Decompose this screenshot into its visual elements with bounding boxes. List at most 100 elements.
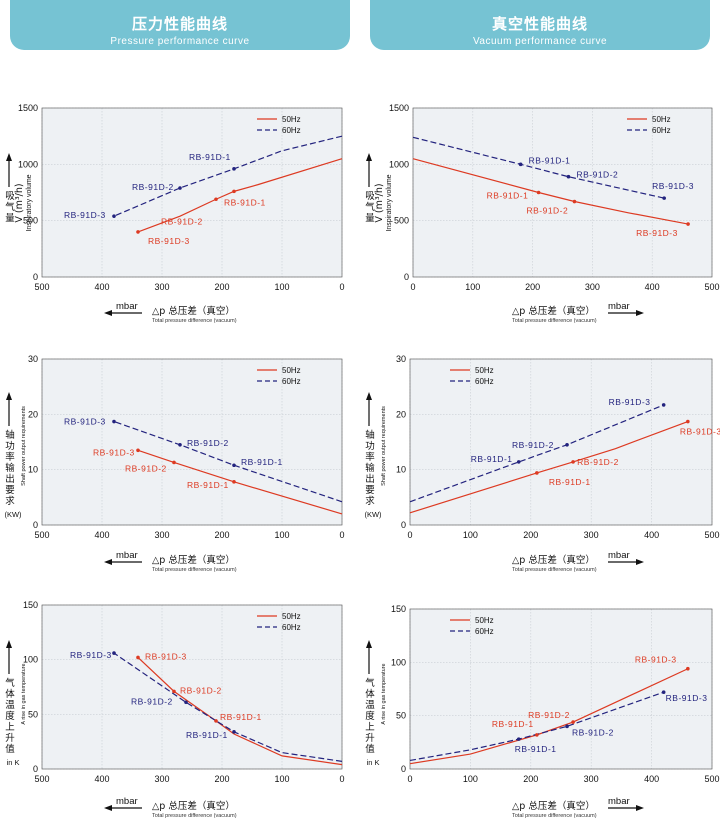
x-tick-label: 300 — [154, 530, 169, 540]
x-axis-unit: mbar — [608, 550, 630, 561]
legend-label: 60Hz — [652, 126, 671, 135]
x-tick-label: 200 — [523, 774, 538, 784]
plot-frame — [41, 358, 343, 526]
x-tick-label: 500 — [34, 530, 49, 540]
x-axis-arrowhead — [104, 310, 112, 316]
x-axis-label-en: Total pressure difference (vacuum) — [152, 318, 237, 324]
x-axis-unit: mbar — [608, 796, 630, 807]
data-point — [535, 471, 539, 475]
data-point — [136, 655, 140, 660]
x-tick-label: 0 — [407, 530, 412, 540]
data-label: RB-91D-1 — [487, 191, 529, 201]
y-axis-label-char: 气 — [5, 201, 15, 213]
y-tick-label: 30 — [396, 354, 406, 364]
y-axis-label-char: 轴 — [365, 429, 375, 441]
data-point — [536, 190, 541, 195]
vacuum-header: 真空性能曲线 Vacuum performance curve — [370, 0, 710, 50]
x-axis-unit: mbar — [116, 301, 138, 312]
data-point — [516, 737, 521, 741]
x-tick-label: 400 — [94, 774, 109, 784]
y-tick-label: 50 — [396, 711, 406, 721]
legend-label: 60Hz — [282, 126, 301, 135]
data-point — [232, 463, 236, 468]
x-tick-label: 200 — [523, 530, 538, 540]
x-axis-label-zh: △p 总压差（真空） — [512, 305, 595, 317]
y-tick-label: 1500 — [389, 103, 409, 113]
x-tick-label: 0 — [410, 282, 415, 292]
series-line-60hz — [113, 420, 343, 503]
data-point — [572, 199, 577, 204]
data-point — [516, 460, 521, 464]
y-axis-label-char: 温 — [365, 700, 375, 711]
data-label: RB-91D-3 — [635, 655, 677, 665]
y-tick-label: 30 — [28, 354, 38, 364]
data-label: RB-91D-1 — [224, 197, 266, 207]
plot-area — [410, 609, 712, 769]
data-label: RB-91D-1 — [492, 719, 534, 729]
data-point — [518, 162, 523, 167]
y-axis-arrowhead — [366, 640, 372, 648]
series-line-50hz — [137, 449, 343, 515]
vacuum-power-chart: 0 100 200 300 400 500 0 10 20 30 RB-91D-1 RB-91D-2 R… — [364, 354, 720, 573]
y-axis-label-char: 量 — [5, 213, 15, 224]
legend-label: 60Hz — [475, 377, 494, 386]
y-tick-label: 0 — [33, 272, 38, 282]
data-label: RB-91D-3 — [666, 693, 708, 703]
legend-label: 50Hz — [475, 616, 494, 625]
x-axis-label-en: Total pressure difference (vacuum) — [512, 813, 597, 819]
data-label: RB-91D-3 — [609, 397, 651, 407]
x-tick-label: 100 — [274, 282, 289, 292]
data-point — [214, 719, 218, 723]
vacuum-temperature-chart: 0 100 200 300 400 500050100150RB-91D-1RB-91D-… — [365, 604, 719, 819]
x-axis-label-zh: △p 总压差（真空） — [152, 800, 235, 812]
data-point — [566, 174, 571, 179]
plot-area — [42, 108, 342, 277]
pressure-power-chart: 500 400 300 200 100 0 0 10 20 30 RB-91D-1 RB-91D-2 R… — [4, 354, 344, 573]
x-tick-label: 400 — [645, 282, 660, 292]
data-point — [565, 724, 569, 729]
y-tick-label: 50 — [28, 709, 38, 719]
x-tick-label: 100 — [274, 774, 289, 784]
y-axis-label-en: A rise in gas temperature — [21, 663, 27, 724]
data-point — [571, 460, 575, 464]
x-axis-label-zh: △p 总压差（真空） — [152, 554, 235, 566]
y-tick-label: 1000 — [18, 159, 38, 169]
y-axis-label-char: 吸 — [365, 191, 375, 202]
data-label: RB-91D-3 — [145, 651, 187, 661]
y-tick-label: 0 — [401, 764, 406, 774]
data-label: RB-91D-2 — [125, 463, 167, 473]
vacuum-volume-chart: 0 100 200 300 400 500 0 500 1000 1500 RB-91D-1 RB-9… — [365, 103, 719, 324]
data-label: RB-91D-1 — [187, 480, 229, 490]
x-tick-label: 300 — [154, 282, 169, 292]
data-label: RB-91D-1 — [471, 454, 513, 464]
y-tick-label: 10 — [396, 465, 406, 475]
pressure-title-zh: 压力性能曲线 — [131, 15, 228, 33]
y-axis-label-char: 率 — [5, 451, 15, 463]
x-tick-label: 300 — [584, 530, 599, 540]
y-axis-label-char: 度 — [365, 710, 375, 722]
x-tick-label: 100 — [274, 530, 289, 540]
legend-label: 60Hz — [475, 627, 494, 636]
x-tick-label: 200 — [214, 530, 229, 540]
data-point — [178, 186, 182, 190]
plot-frame — [409, 358, 713, 526]
y-axis-label-char: 气 — [365, 677, 375, 689]
data-label: RB-91D-1 — [186, 730, 228, 740]
data-label: RB-91D-1 — [529, 155, 571, 165]
legend-label: 50Hz — [652, 115, 671, 124]
x-axis-label-en: Total pressure difference (vacuum) — [512, 567, 597, 573]
x-tick-label: 100 — [465, 282, 480, 292]
data-point — [136, 448, 140, 453]
x-axis-label-en: Total pressure difference (vacuum) — [512, 318, 597, 324]
data-label: RB-91D-1 — [515, 744, 557, 754]
y-axis-label-char: 功 — [365, 441, 375, 452]
x-tick-label: 500 — [34, 774, 49, 784]
pressure-header: 压力性能曲线 Pressure performance curve — [10, 0, 350, 50]
data-point — [662, 196, 666, 200]
data-label: RB-91D-2 — [528, 710, 570, 720]
data-point — [232, 730, 236, 734]
plot-frame — [41, 107, 343, 278]
y-axis-unit: (KW) — [4, 510, 22, 519]
y-axis-unit: V (m³/h) — [14, 183, 25, 222]
data-point — [232, 189, 236, 194]
